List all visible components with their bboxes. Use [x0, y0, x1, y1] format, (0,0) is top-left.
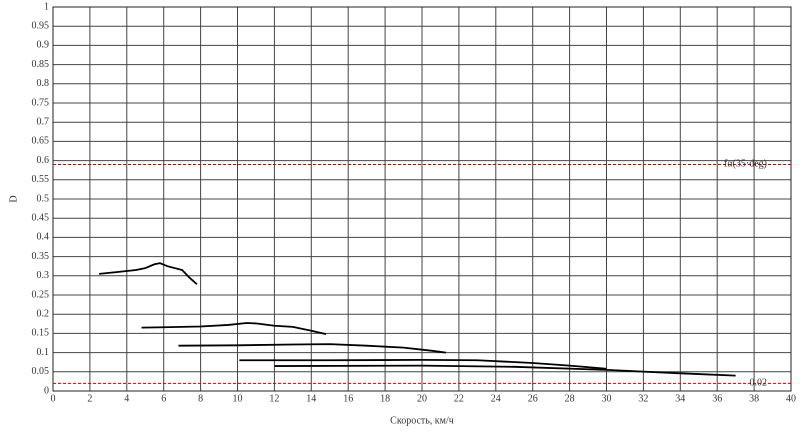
y-tick-label: 0.8 — [37, 78, 50, 89]
x-tick-label: 0 — [51, 393, 56, 404]
x-tick-label: 36 — [712, 393, 722, 404]
y-tick-label: 0.55 — [32, 174, 50, 185]
y-tick-label: 0.6 — [37, 155, 50, 166]
y-tick-label: 1 — [44, 1, 49, 12]
y-tick-label: 0.2 — [37, 308, 50, 319]
x-tick-label: 40 — [786, 393, 796, 404]
y-tick-label: 0.75 — [32, 97, 50, 108]
x-tick-label: 8 — [198, 393, 203, 404]
x-tick-label: 22 — [454, 393, 464, 404]
x-tick-label: 6 — [161, 393, 166, 404]
x-tick-label: 28 — [565, 393, 575, 404]
y-tick-label: 0.4 — [37, 232, 50, 243]
reference-label: 0.02 — [750, 378, 768, 389]
y-tick-label: 0.25 — [32, 289, 50, 300]
x-tick-label: 2 — [87, 393, 92, 404]
y-tick-label: 0.7 — [37, 116, 50, 127]
x-tick-label: 18 — [380, 393, 390, 404]
x-tick-label: 38 — [749, 393, 759, 404]
y-axis-label: D — [8, 195, 19, 202]
series-line — [99, 262, 198, 285]
y-tick-label: 0 — [44, 385, 49, 396]
x-tick-label: 4 — [124, 393, 129, 404]
y-tick-label: 0.05 — [32, 366, 50, 377]
x-tick-label: 34 — [675, 393, 685, 404]
plot-frame — [52, 6, 792, 392]
x-axis-label: Скорость, км/ч — [390, 415, 454, 426]
y-tick-label: 0.85 — [32, 59, 50, 70]
y-tick-label: 0.65 — [32, 136, 50, 147]
series-line — [274, 364, 736, 377]
y-tick-label: 0.1 — [37, 347, 50, 358]
y-tick-label: 0.35 — [32, 251, 50, 262]
y-tick-label: 0.45 — [32, 212, 50, 223]
x-tick-label: 30 — [602, 393, 612, 404]
y-tick-label: 0.95 — [32, 20, 50, 31]
x-tick-label: 20 — [417, 393, 427, 404]
reference-label: fα(35·deg) — [724, 159, 767, 170]
x-tick-label: 12 — [269, 393, 279, 404]
x-tick-label: 10 — [233, 393, 243, 404]
x-tick-label: 16 — [343, 393, 353, 404]
x-tick-label: 26 — [528, 393, 538, 404]
x-tick-label: 24 — [491, 393, 501, 404]
y-tick-label: 0.9 — [37, 40, 50, 51]
y-tick-label: 0.3 — [37, 270, 50, 281]
x-tick-label: 32 — [638, 393, 648, 404]
series-line — [141, 322, 327, 336]
y-tick-label: 0.5 — [37, 193, 50, 204]
series-line — [178, 343, 447, 354]
y-tick-label: 0.15 — [32, 328, 50, 339]
series-line — [239, 358, 607, 370]
x-tick-label: 14 — [306, 393, 316, 404]
